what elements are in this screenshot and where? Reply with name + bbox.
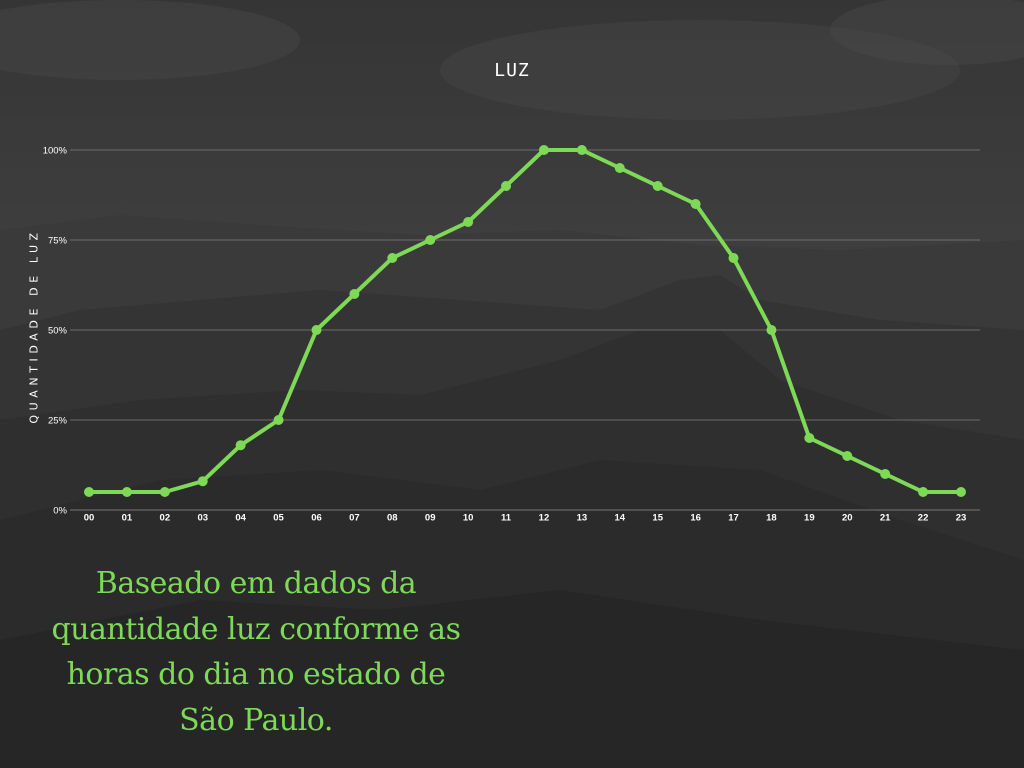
data-point bbox=[84, 487, 94, 497]
data-point bbox=[880, 469, 891, 479]
data-point bbox=[576, 145, 587, 155]
data-point bbox=[425, 235, 436, 245]
x-tick-label: 05 bbox=[273, 513, 284, 524]
data-point bbox=[804, 433, 815, 443]
x-tick-label: 11 bbox=[501, 513, 512, 524]
data-point bbox=[463, 217, 474, 227]
x-tick-label: 06 bbox=[311, 513, 322, 524]
data-point bbox=[652, 181, 663, 191]
data-point bbox=[728, 253, 739, 263]
y-tick-label: 50% bbox=[48, 326, 68, 337]
data-point bbox=[538, 145, 549, 155]
y-tick-label: 75% bbox=[48, 236, 68, 247]
series-line bbox=[87, 148, 963, 494]
y-axis-label: QUANTIDADE DE LUZ bbox=[27, 228, 41, 424]
data-point bbox=[614, 163, 625, 173]
data-point bbox=[159, 487, 170, 497]
data-point bbox=[842, 451, 853, 461]
x-tick-label: 13 bbox=[577, 513, 588, 524]
x-tick-label: 04 bbox=[235, 513, 246, 524]
data-point bbox=[766, 325, 777, 335]
x-tick-label: 20 bbox=[842, 513, 853, 524]
x-tick-label: 02 bbox=[160, 513, 171, 524]
x-tick-label: 16 bbox=[690, 513, 701, 524]
x-tick-label: 14 bbox=[614, 513, 625, 524]
x-tick-label: 07 bbox=[349, 513, 360, 524]
x-tick-label: 15 bbox=[652, 513, 663, 524]
y-tick-label: 25% bbox=[48, 416, 68, 427]
gridlines bbox=[70, 149, 980, 511]
x-tick-label: 09 bbox=[425, 513, 436, 524]
data-point bbox=[387, 253, 398, 263]
x-tick-label: 10 bbox=[463, 513, 474, 524]
data-point bbox=[197, 476, 208, 487]
x-tick-label: 23 bbox=[956, 513, 967, 524]
data-point bbox=[121, 487, 132, 497]
x-tick-label: 19 bbox=[804, 513, 815, 524]
x-tick-label: 01 bbox=[122, 513, 133, 524]
x-tick-label: 03 bbox=[197, 513, 208, 524]
data-point bbox=[956, 487, 966, 497]
y-tick-label: 0% bbox=[53, 506, 67, 517]
data-point bbox=[235, 440, 246, 451]
data-point bbox=[501, 181, 512, 191]
caption-text: Baseado em dados da quantidade luz confo… bbox=[51, 566, 461, 738]
x-tick-label: 21 bbox=[880, 513, 891, 524]
data-point bbox=[918, 487, 929, 497]
data-point bbox=[349, 289, 360, 299]
x-tick-label: 18 bbox=[766, 513, 777, 524]
x-tick-label: 22 bbox=[918, 513, 929, 524]
y-tick-label: 100% bbox=[43, 146, 68, 157]
series-points bbox=[84, 145, 966, 497]
y-tick-labels: 0% 25% 50% 75% 100% bbox=[43, 146, 68, 517]
data-point bbox=[311, 325, 322, 335]
x-tick-label: 12 bbox=[539, 513, 550, 524]
data-point bbox=[273, 415, 284, 425]
chart-title: LUZ bbox=[494, 60, 530, 81]
x-tick-label: 00 bbox=[84, 513, 95, 524]
data-point bbox=[690, 199, 701, 209]
x-tick-label: 17 bbox=[728, 513, 739, 524]
x-tick-labels: 00 01 02 03 04 05 06 07 08 09 10 11 12 13 14 15 16 17 18 19… bbox=[84, 513, 967, 524]
series-line-path bbox=[87, 148, 963, 494]
x-tick-label: 08 bbox=[387, 513, 398, 524]
